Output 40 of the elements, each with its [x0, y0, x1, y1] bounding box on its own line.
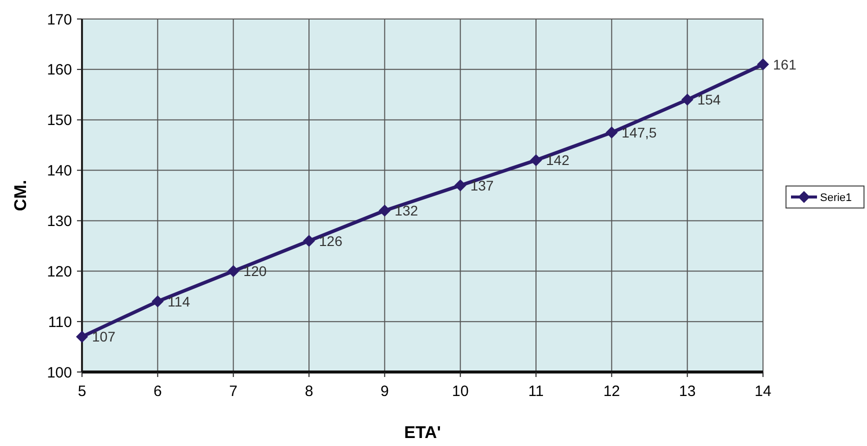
- point: [76, 330, 88, 343]
- y-tick-label: 120: [46, 263, 72, 280]
- x-tick-label: 10: [452, 383, 469, 400]
- data-label: 142: [546, 152, 570, 168]
- x-tick-label: 8: [304, 383, 314, 400]
- y-tick-label: 150: [46, 112, 72, 130]
- y-tick-label: 170: [46, 11, 72, 28]
- data-label: 126: [319, 232, 343, 249]
- x-tick-label: 5: [78, 383, 86, 400]
- x-tick-label: 12: [603, 383, 620, 400]
- x-tick-label: 11: [528, 383, 544, 400]
- y-tick-label: 110: [48, 314, 72, 331]
- point: [303, 234, 315, 247]
- data-label: 147,5: [622, 124, 657, 140]
- x-axis-title: ETA': [404, 423, 441, 442]
- x-tick-label: 6: [153, 383, 162, 400]
- y-tick-label: 100: [46, 364, 72, 382]
- data-label: 161: [773, 56, 797, 72]
- data-label: 154: [697, 92, 721, 108]
- point: [152, 295, 164, 308]
- data-label: 132: [394, 202, 418, 219]
- legend-label: Serie1: [820, 192, 852, 204]
- point: [530, 154, 542, 166]
- data-label: 114: [168, 293, 190, 310]
- y-tick-label: 160: [46, 62, 72, 79]
- y-axis-title: CM.: [11, 180, 30, 212]
- point: [227, 265, 240, 278]
- data-label: 137: [470, 177, 494, 194]
- x-tick-label: 9: [380, 383, 389, 400]
- x-tick-label: 14: [754, 383, 772, 400]
- y-tick-label: 140: [46, 162, 72, 180]
- x-tick-label: 7: [229, 383, 238, 400]
- data-label: 107: [92, 328, 116, 345]
- point: [454, 179, 466, 192]
- x-tick-label: 13: [678, 383, 696, 400]
- point: [757, 58, 769, 70]
- point: [606, 126, 618, 138]
- y-tick-label: 130: [46, 212, 72, 230]
- point: [378, 204, 391, 217]
- point: [681, 94, 694, 106]
